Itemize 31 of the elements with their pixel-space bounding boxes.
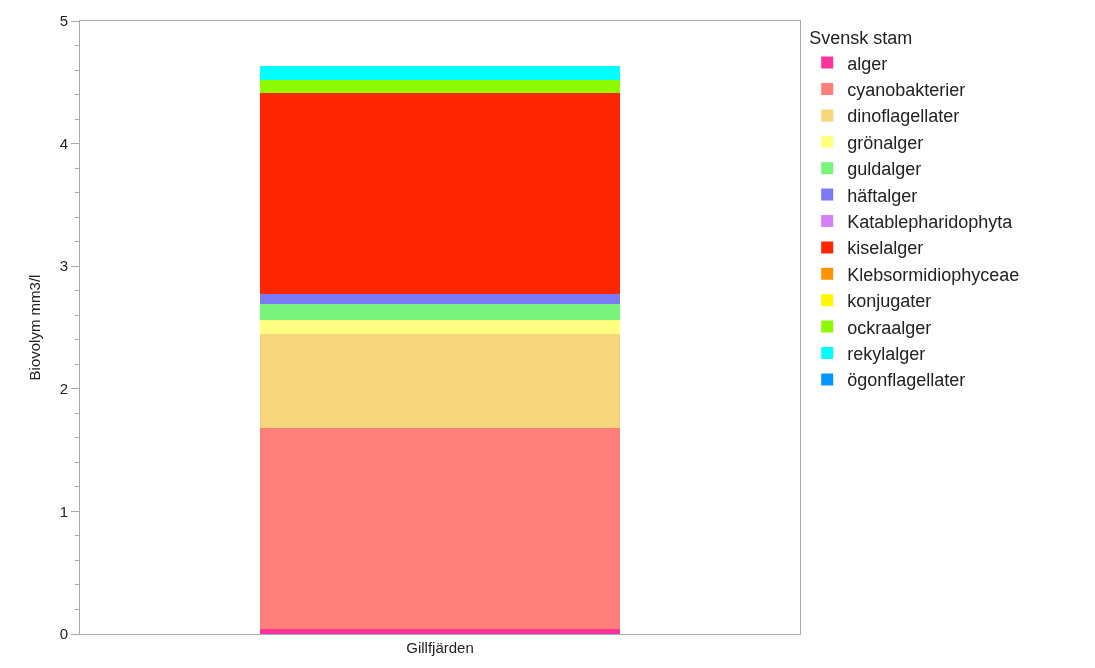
bar xyxy=(260,294,620,305)
y-tick-label: 1 xyxy=(59,502,68,520)
legend-label: grönalger xyxy=(847,132,924,153)
legend-label: Klebsormidiophyceae xyxy=(847,264,1020,285)
bar xyxy=(260,333,620,429)
bar xyxy=(260,629,620,634)
legend-label: ögonflagellater xyxy=(847,370,966,391)
y-tick-label: 5 xyxy=(59,12,68,30)
y-tick-label: 0 xyxy=(59,625,68,643)
legend-label: guldalger xyxy=(847,159,922,180)
bar xyxy=(260,304,620,321)
legend-label: häftalger xyxy=(847,185,918,206)
legend-label: kiselalger xyxy=(847,238,924,259)
y-tick-label: 2 xyxy=(59,380,68,398)
bar xyxy=(260,79,620,94)
legend-title: Svensk stam xyxy=(809,28,913,49)
y-tick-label: 4 xyxy=(59,134,68,152)
legend-label: ockraalger xyxy=(847,317,932,338)
legend-label: rekylalger xyxy=(847,344,926,365)
y-axis-title: Biovolym mm3/l xyxy=(25,274,43,381)
legend-label: dinoflagellater xyxy=(847,106,960,127)
bar xyxy=(260,93,620,295)
legend-label: Katablepharidophyta xyxy=(847,212,1014,233)
legend-label: cyanobakterier xyxy=(847,80,966,101)
x-tick-label: Gillfjärden xyxy=(406,639,474,656)
bar xyxy=(260,428,620,630)
legend-label: alger xyxy=(847,53,888,74)
bar xyxy=(260,320,620,334)
legend-label: konjugater xyxy=(847,291,932,312)
y-tick-label: 3 xyxy=(59,257,68,275)
bar xyxy=(260,66,620,80)
